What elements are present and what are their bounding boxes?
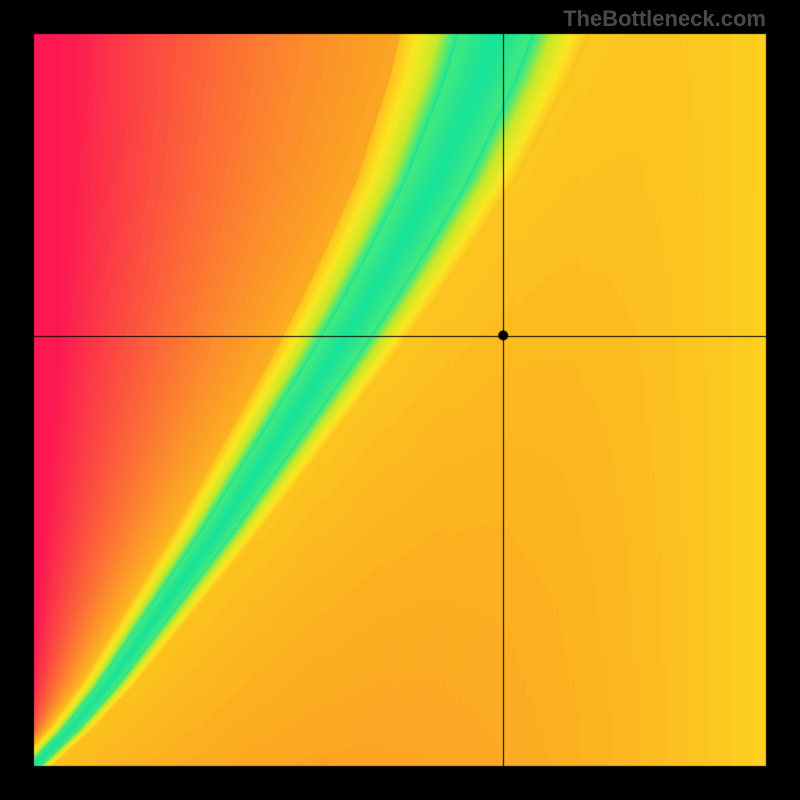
chart-container: TheBottleneck.com	[0, 0, 800, 800]
watermark-text: TheBottleneck.com	[563, 6, 766, 32]
heatmap-canvas	[0, 0, 800, 800]
